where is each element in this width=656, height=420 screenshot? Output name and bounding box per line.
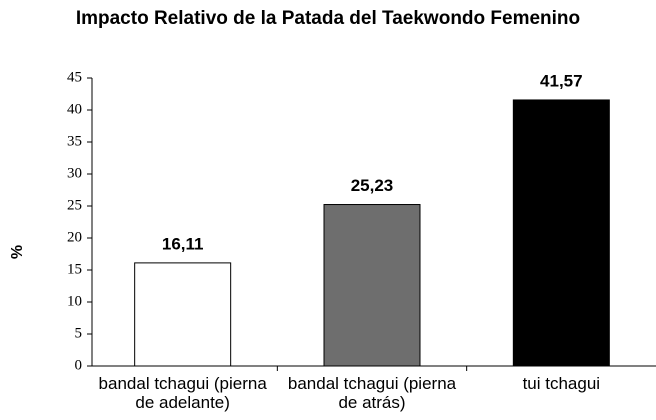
y-tick-label: 15 xyxy=(67,261,82,277)
y-tick-label: 0 xyxy=(75,357,83,373)
bar xyxy=(134,262,232,367)
y-tick-label: 45 xyxy=(67,69,82,85)
y-tick-label: 35 xyxy=(67,133,82,149)
x-tick-label: bandal tchagui (pierna de adelante) xyxy=(98,374,267,412)
y-axis-label: % xyxy=(9,245,26,259)
chart-title: Impacto Relativo de la Patada del Taekwo… xyxy=(75,8,581,29)
y-tick-label: 25 xyxy=(67,197,82,213)
bar xyxy=(323,204,421,367)
x-tick-label: tui tchagui xyxy=(522,374,601,393)
x-tick-label: bandal tchagui (pierna de atrás) xyxy=(287,374,457,412)
y-tick-label: 5 xyxy=(75,325,83,341)
data-label: 41,57 xyxy=(540,71,583,90)
y-tick-label: 40 xyxy=(67,101,82,117)
bar xyxy=(512,99,610,367)
y-tick-label: 10 xyxy=(67,293,82,309)
y-tick-label: 20 xyxy=(67,229,82,245)
data-label: 16,11 xyxy=(162,234,204,253)
y-tick-label: 30 xyxy=(67,165,82,181)
data-label: 25,23 xyxy=(351,176,394,195)
